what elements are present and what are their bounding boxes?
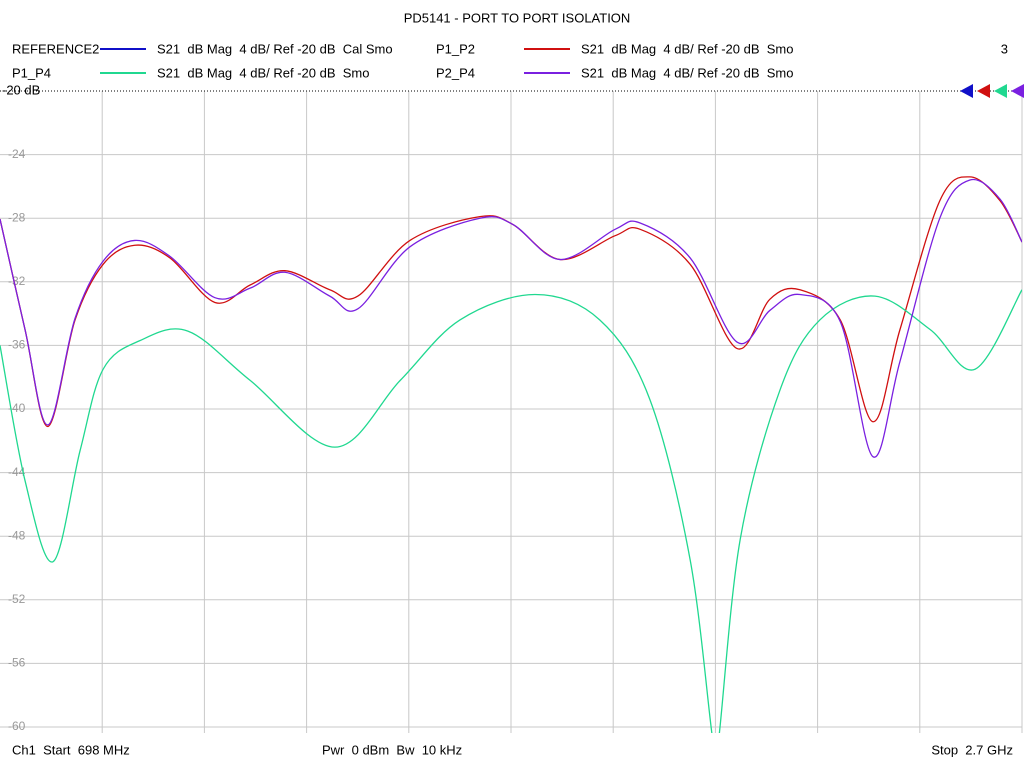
y-tick-label: -36 [8,338,26,352]
y-tick-label: -32 [8,274,26,288]
reference-label: -20 dB [2,82,40,97]
legend-description: S21 dB Mag 4 dB/ Ref -20 dB Cal Smo [157,41,393,56]
legend-name: REFERENCE2 [12,41,99,56]
y-tick-label: -40 [8,401,26,415]
legend-description: S21 dB Mag 4 dB/ Ref -20 dB Smo [157,65,369,80]
reference-marker [994,84,1007,98]
chart-title: PD5141 - PORT TO PORT ISOLATION [404,10,631,25]
footer-left: Ch1 Start 698 MHz [12,742,130,757]
footer-center: Pwr 0 dBm Bw 10 kHz [322,742,462,757]
legend-description: S21 dB Mag 4 dB/ Ref -20 dB Smo [581,65,793,80]
legend-name: P1_P4 [12,65,51,80]
series-line [0,178,1022,458]
y-tick-label: -60 [8,719,26,733]
series-line [0,289,1022,733]
y-tick-label: -28 [8,210,26,224]
legend-name: P1_P2 [436,41,475,56]
y-tick-label: -44 [8,465,26,479]
legend-name: P2_P4 [436,65,475,80]
channel-number: 3 [1001,41,1008,56]
y-tick-label: -48 [8,528,26,542]
reference-marker [960,84,973,98]
y-tick-label: -56 [8,656,26,670]
legend-description: S21 dB Mag 4 dB/ Ref -20 dB Smo [581,41,793,56]
reference-marker [977,84,990,98]
reference-marker [1011,84,1024,98]
footer-right: Stop 2.7 GHz [931,742,1013,757]
plot [0,176,1022,733]
y-tick-label: -24 [8,147,26,161]
y-tick-label: -52 [8,592,26,606]
